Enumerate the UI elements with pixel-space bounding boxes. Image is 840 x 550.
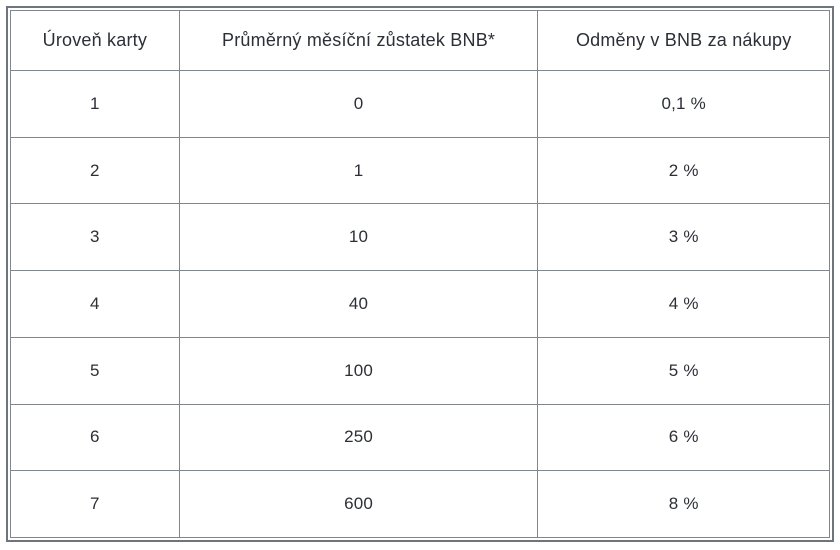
table-cell: 6 % xyxy=(537,403,830,472)
table-cell: 8 % xyxy=(537,470,830,538)
table-cell: 6 xyxy=(10,403,180,472)
table-header-row: Úroveň karty Průměrný měsíční zůstatek B… xyxy=(10,10,830,71)
table-cell: 7 xyxy=(10,470,180,538)
table-row: 7 600 8 % xyxy=(10,470,830,538)
table-cell: 1 xyxy=(10,70,180,138)
table-body: 1 0 0,1 % 2 1 2 % 3 10 3 % 4 40 4 % 5 100 5 % 6 250 6 % 7 6… xyxy=(10,70,830,538)
table-cell: 2 xyxy=(10,136,180,205)
table-cell: 3 % xyxy=(537,203,830,272)
table-cell: 4 % xyxy=(537,270,830,338)
table-cell: 1 xyxy=(178,136,539,205)
table-header: Úroveň karty Průměrný měsíční zůstatek B… xyxy=(10,10,830,71)
table-cell: 0 xyxy=(178,70,539,138)
table-cell: 40 xyxy=(178,270,539,338)
table-row: 5 100 5 % xyxy=(10,336,830,405)
table-cell: 4 xyxy=(10,270,180,338)
column-header-average-monthly-balance: Průměrný měsíční zůstatek BNB* xyxy=(178,10,539,71)
table-cell: 600 xyxy=(178,470,539,538)
bnb-card-levels-table-frame: Úroveň karty Průměrný měsíční zůstatek B… xyxy=(6,6,834,542)
table-cell: 5 % xyxy=(537,336,830,405)
table-row: 1 0 0,1 % xyxy=(10,70,830,138)
table-row: 4 40 4 % xyxy=(10,270,830,338)
table-cell: 2 % xyxy=(537,136,830,205)
column-header-rewards: Odměny v BNB za nákupy xyxy=(537,10,830,71)
table-cell: 3 xyxy=(10,203,180,272)
table-cell: 100 xyxy=(178,336,539,405)
column-header-card-level: Úroveň karty xyxy=(10,10,180,71)
table-cell: 250 xyxy=(178,403,539,472)
table-cell: 10 xyxy=(178,203,539,272)
table-row: 6 250 6 % xyxy=(10,403,830,472)
table-cell: 0,1 % xyxy=(537,70,830,138)
bnb-card-levels-table: Úroveň karty Průměrný měsíční zůstatek B… xyxy=(10,10,830,538)
table-cell: 5 xyxy=(10,336,180,405)
table-row: 3 10 3 % xyxy=(10,203,830,272)
